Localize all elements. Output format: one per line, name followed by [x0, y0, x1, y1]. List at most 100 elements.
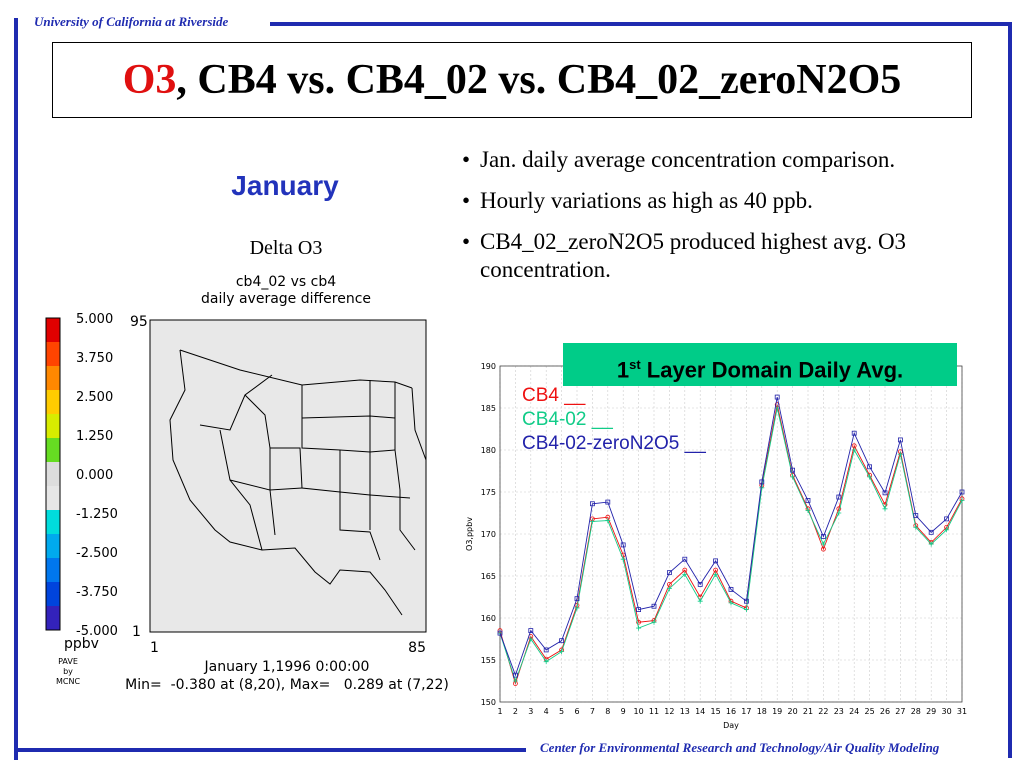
delta-o3-map-panel: Delta O3 cb4_02 vs cb4 daily average dif… — [45, 237, 449, 693]
x-tick-label: 24 — [849, 707, 859, 716]
colorbar-swatch — [46, 486, 60, 511]
data-point — [836, 494, 842, 500]
bullet-text: Hourly variations as high as 40 ppb. — [480, 188, 813, 213]
data-point — [589, 501, 595, 507]
x-tick-label: 18 — [757, 707, 767, 716]
bullet-text: CB4_02_zeroN2O5 produced highest avg. O3… — [480, 229, 907, 282]
colorbar-tick-label: -3.750 — [76, 585, 118, 600]
data-point — [774, 394, 780, 400]
data-point — [574, 605, 580, 611]
colorbar-swatch — [46, 342, 60, 367]
data-point — [913, 524, 919, 530]
x-tick-label: 5 — [559, 707, 564, 716]
data-point — [559, 649, 565, 655]
frame-bottom-rule — [14, 748, 526, 752]
y-tick-label: 185 — [481, 404, 496, 413]
colorbar-tick-label: 0.000 — [76, 468, 113, 483]
chart-banner: 1st Layer Domain Daily Avg. — [563, 343, 957, 386]
data-point — [805, 507, 811, 513]
legend-entry-cb4-02-zeron2o5: CB4-02-zeroN2O5 __ — [522, 433, 706, 454]
x-tick-label: 31 — [957, 707, 967, 716]
data-point — [713, 571, 719, 577]
data-point — [759, 485, 765, 491]
data-point — [867, 464, 873, 470]
x-tick-label: 8 — [605, 707, 610, 716]
data-point — [882, 506, 888, 512]
data-point — [728, 587, 734, 592]
data-point — [543, 647, 549, 653]
x-tick-label: 6 — [574, 707, 579, 716]
x-tick-label: 7 — [590, 707, 595, 716]
data-point — [651, 603, 657, 609]
bullet-item: • CB4_02_zeroN2O5 produced highest avg. O… — [462, 229, 907, 282]
data-point — [820, 546, 826, 552]
data-point — [543, 659, 549, 665]
x-tick-label: 4 — [544, 707, 549, 716]
map-subtitle-1: cb4_02 vs cb4 — [236, 274, 336, 290]
colorbar-tick-label: 1.250 — [76, 429, 113, 444]
bullet-list: • Jan. daily average concentration compar… — [462, 146, 1012, 297]
x-tick-label: 14 — [695, 707, 705, 716]
data-point — [528, 636, 534, 642]
series-cb4-02 — [497, 405, 965, 684]
x-tick-label: 1 — [497, 707, 502, 716]
legend-entry-cb4-02: CB4-02 __ — [522, 409, 613, 430]
data-point — [913, 513, 919, 518]
data-point — [851, 447, 857, 453]
center-footer: Center for Environmental Research and Te… — [540, 740, 940, 755]
data-point — [574, 596, 580, 602]
colorbar-swatch — [46, 462, 60, 487]
x-tick-label: 29 — [926, 707, 936, 716]
colorbar-swatch — [46, 414, 60, 439]
frame-left-rule — [14, 18, 18, 760]
banner-text: Layer Domain Daily Avg. — [640, 357, 904, 383]
data-point — [513, 672, 518, 678]
y-tick-label: 160 — [481, 614, 496, 623]
map-minmax-line: Min= -0.380 at (8,20), Max= 0.289 at (7,… — [125, 677, 449, 693]
y-tick-label: 170 — [481, 530, 496, 539]
colorbar-tick-label: 3.750 — [76, 351, 113, 366]
month-label: January — [231, 170, 339, 201]
data-point — [697, 598, 703, 604]
x-tick-label: 13 — [680, 707, 690, 716]
colorbar-swatch — [46, 366, 60, 391]
x-tick-label: 11 — [649, 707, 659, 716]
y-tick-label: 190 — [481, 362, 496, 371]
colorbar-swatch — [46, 438, 60, 463]
data-point — [959, 489, 965, 495]
data-point — [528, 628, 534, 634]
data-point — [851, 430, 857, 436]
map-plot-title: Delta O3 — [250, 237, 323, 259]
series-cb4-02-zeron2o5 — [497, 394, 965, 678]
data-point — [559, 638, 564, 644]
x-tick-label: 28 — [911, 707, 921, 716]
map-x-right: 85 — [408, 640, 426, 656]
x-tick-label: 15 — [711, 707, 721, 716]
colorbar-swatch — [46, 390, 60, 415]
x-tick-label: 22 — [818, 707, 828, 716]
title-highlight: O3 — [122, 57, 177, 103]
data-point — [928, 541, 934, 547]
colorbar-swatch — [46, 606, 60, 631]
bullet-text: Jan. daily average concentration compari… — [480, 147, 896, 172]
data-point — [928, 529, 934, 535]
title-rest: , CB4 vs. CB4_02 vs. CB4_02_zeroN2O5 — [176, 57, 902, 103]
x-tick-label: 17 — [741, 707, 751, 716]
x-tick-label: 19 — [772, 707, 782, 716]
data-point — [805, 497, 811, 503]
bullet-item: • Jan. daily average concentration compar… — [462, 147, 896, 172]
colorbar-swatch — [46, 582, 60, 607]
data-point — [759, 479, 765, 485]
data-point — [743, 598, 749, 604]
data-point — [697, 581, 703, 587]
data-point — [944, 527, 950, 533]
x-tick-label: 20 — [788, 707, 798, 716]
data-point — [682, 556, 688, 562]
data-point — [620, 556, 626, 562]
x-tick-label: 27 — [895, 707, 905, 716]
colorbar-unit: ppbv — [64, 636, 99, 652]
data-point — [512, 678, 518, 684]
data-point — [790, 467, 796, 473]
map-subtitle-2: daily average difference — [201, 291, 371, 307]
